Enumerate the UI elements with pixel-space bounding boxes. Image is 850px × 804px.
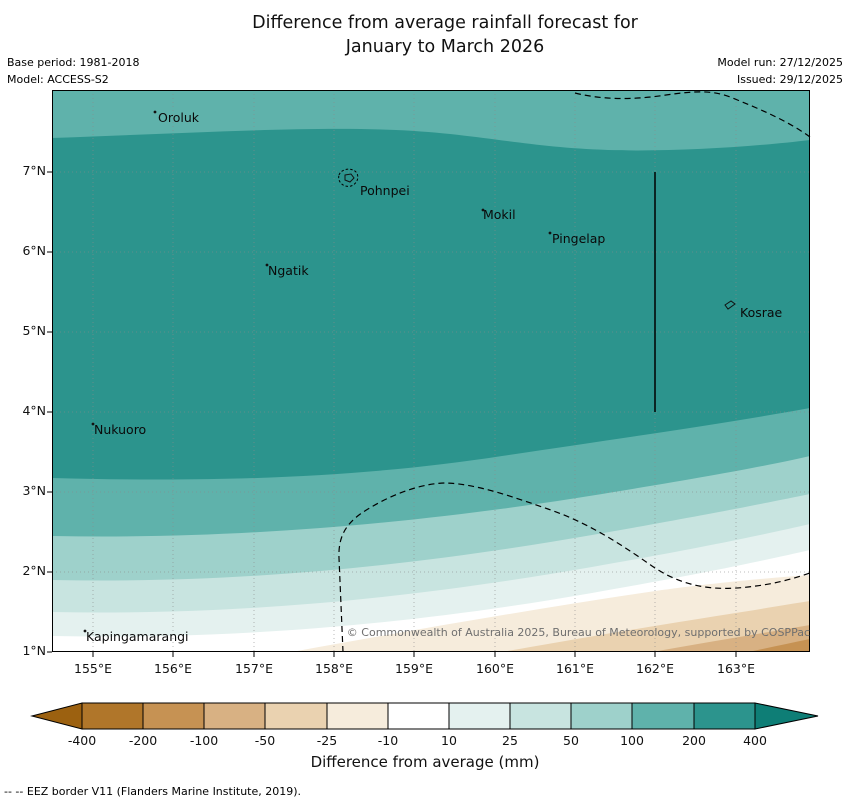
- colorbar-tick-label: 400: [743, 733, 767, 748]
- contour-bands: [52, 90, 810, 652]
- x-tick-label: 162°E: [635, 661, 675, 676]
- x-tick-label: 158°E: [314, 661, 354, 676]
- map-canvas: [47, 90, 811, 657]
- colorbar-tick-label: -200: [128, 733, 158, 748]
- y-tick-label: 7°N: [22, 163, 46, 178]
- x-tick-label: 156°E: [153, 661, 193, 676]
- colorbar-tick-label: 100: [620, 733, 644, 748]
- issued-text: Issued: 29/12/2025: [736, 73, 843, 86]
- grid-lines: [52, 90, 810, 652]
- place-label-kapingamarangi: Kapingamarangi: [86, 629, 189, 644]
- y-tick-label: 6°N: [22, 243, 46, 258]
- axes-frame-and-ticks: [47, 90, 810, 657]
- eez-border-lines: [338, 91, 811, 653]
- pingelap-marker: [548, 231, 552, 235]
- x-tick-label: 163°E: [716, 661, 756, 676]
- colorbar-segment: [693, 702, 756, 730]
- colorbar-tick-label: -50: [254, 733, 276, 748]
- title-line-1: Difference from average rainfall forecas…: [252, 13, 638, 33]
- band-neg100-neg200: [748, 639, 810, 652]
- colorbar-segment: [81, 702, 144, 730]
- kapingamarangi-marker: [83, 629, 87, 633]
- place-label-oroluk: Oroluk: [158, 110, 199, 125]
- eez-legend-text: -- -- EEZ border V11 (Flanders Marine In…: [4, 785, 302, 798]
- x-tick-label: 159°E: [394, 661, 434, 676]
- colorbar-axis-label: Difference from average (mm): [310, 753, 540, 771]
- colorbar-arrow-right: [754, 702, 819, 730]
- colorbar-segment: [570, 702, 633, 730]
- colorbar-segment: [203, 702, 266, 730]
- chart-title: Difference from average rainfall forecas…: [252, 11, 638, 59]
- eez-border-south: [338, 482, 811, 653]
- colorbar-tick-label: 10: [441, 733, 457, 748]
- title-line-2: January to March 2026: [345, 37, 545, 57]
- colorbar-segments: [30, 702, 819, 730]
- colorbar-segment: [509, 702, 572, 730]
- place-label-kosrae: Kosrae: [740, 305, 783, 320]
- kosrae-island-shape: [724, 300, 736, 310]
- header-meta-right: Model run: 27/12/2025 Issued: 29/12/2025: [717, 54, 843, 88]
- y-tick-label: 4°N: [22, 403, 46, 418]
- nukuoro-marker: [91, 422, 95, 426]
- colorbar-segment: [448, 702, 511, 730]
- island-shapes-and-markers: [83, 110, 736, 633]
- colorbar-tick-label: 50: [563, 733, 579, 748]
- pohnpei-island-shape: [344, 173, 355, 183]
- colorbar-segment: [387, 702, 450, 730]
- y-tick-label: 1°N: [22, 643, 46, 658]
- place-label-mokil: Mokil: [483, 207, 516, 222]
- eez-border-northeast: [574, 91, 811, 138]
- colorbar-tick-label: 25: [502, 733, 518, 748]
- model-text: Model: ACCESS-S2: [7, 73, 109, 86]
- x-tick-label: 157°E: [234, 661, 274, 676]
- place-label-pingelap: Pingelap: [552, 231, 606, 246]
- plot-frame: [52, 90, 810, 652]
- place-label-pohnpei: Pohnpei: [360, 183, 410, 198]
- colorbar-arrow-left: [30, 702, 83, 730]
- y-tick-label: 5°N: [22, 323, 46, 338]
- band-neg50-neg100: [652, 625, 810, 652]
- header-meta-left: Base period: 1981-2018 Model: ACCESS-S2: [7, 54, 139, 88]
- model-run-text: Model run: 27/12/2025: [717, 56, 843, 69]
- mokil-marker: [481, 208, 485, 212]
- ngatik-marker: [265, 263, 269, 267]
- pohnpei-eez-outline: [338, 168, 359, 187]
- colorbar-tick-label: -100: [189, 733, 219, 748]
- y-tick-label: 3°N: [22, 483, 46, 498]
- colorbar-tick-label: -400: [67, 733, 97, 748]
- colorbar: [30, 702, 819, 730]
- y-tick-label: 2°N: [22, 563, 46, 578]
- place-label-ngatik: Ngatik: [268, 263, 309, 278]
- copyright-text: © Commonwealth of Australia 2025, Bureau…: [346, 626, 810, 639]
- place-label-nukuoro: Nukuoro: [94, 422, 147, 437]
- colorbar-segment: [631, 702, 695, 730]
- band-north-100-200: [52, 90, 810, 151]
- colorbar-tick-label: -10: [377, 733, 399, 748]
- colorbar-segment: [326, 702, 389, 730]
- colorbar-tick-label: -25: [316, 733, 338, 748]
- base-period-text: Base period: 1981-2018: [7, 56, 140, 69]
- colorbar-segment: [264, 702, 328, 730]
- x-tick-label: 161°E: [555, 661, 595, 676]
- colorbar-tick-label: 200: [682, 733, 706, 748]
- x-tick-label: 160°E: [475, 661, 515, 676]
- x-tick-label: 155°E: [73, 661, 113, 676]
- colorbar-segment: [142, 702, 205, 730]
- oroluk-marker: [153, 110, 157, 114]
